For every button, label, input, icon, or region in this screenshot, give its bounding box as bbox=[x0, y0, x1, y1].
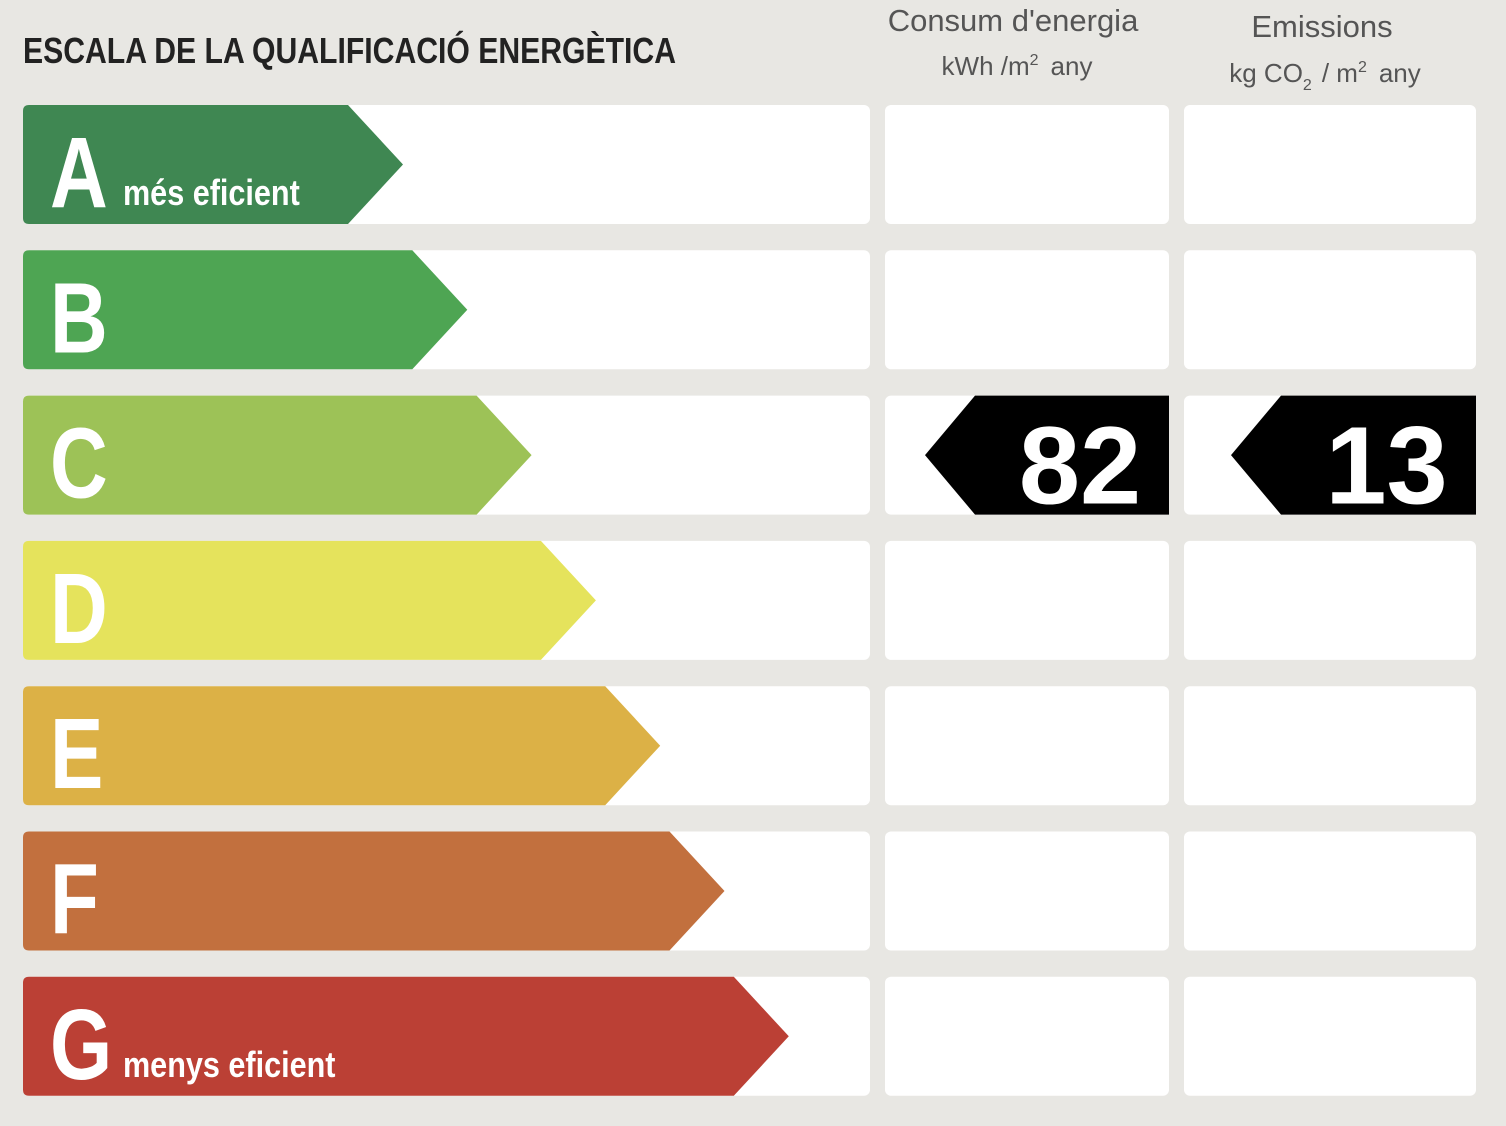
class-note: menys eficient bbox=[123, 1046, 335, 1086]
unit-sub: 2 bbox=[1303, 77, 1312, 94]
column-unit: kWh /m2 any bbox=[942, 51, 1093, 81]
unit-part: any bbox=[1379, 58, 1421, 88]
rating-arrow bbox=[1231, 395, 1476, 515]
value-cell bbox=[885, 686, 1169, 806]
value-cell bbox=[885, 831, 1169, 951]
rating-arrow bbox=[925, 395, 1169, 515]
class-arrow bbox=[23, 686, 661, 806]
class-arrow bbox=[23, 976, 789, 1096]
unit-part: kWh /m bbox=[942, 51, 1030, 81]
value-cell bbox=[885, 250, 1169, 370]
value-cell bbox=[885, 105, 1169, 224]
class-letter: C bbox=[50, 408, 108, 520]
value-cell bbox=[1184, 250, 1476, 370]
unit-sup: 2 bbox=[1030, 52, 1039, 69]
column-unit: kg CO2/ m2 any bbox=[1229, 58, 1421, 94]
class-arrow bbox=[23, 540, 596, 660]
column-title: Consum d'energia bbox=[888, 3, 1139, 38]
class-letter: A bbox=[50, 118, 108, 230]
value-cell bbox=[1184, 105, 1476, 224]
unit-part: / m bbox=[1322, 58, 1358, 88]
class-arrow bbox=[23, 395, 532, 515]
unit-part: any bbox=[1051, 51, 1093, 81]
class-arrow bbox=[23, 250, 468, 370]
title: ESCALA DE LA QUALIFICACIÓ ENERGÈTICA bbox=[23, 29, 676, 71]
class-arrow bbox=[23, 105, 403, 224]
class-arrow bbox=[23, 831, 725, 951]
class-letter: G bbox=[50, 989, 112, 1101]
rating-value: 82 bbox=[1019, 405, 1141, 528]
rating-value: 13 bbox=[1325, 405, 1447, 528]
column-title: Emissions bbox=[1251, 9, 1392, 44]
unit-sup: 2 bbox=[1358, 59, 1367, 76]
class-letter: B bbox=[50, 263, 108, 375]
value-cell bbox=[1184, 976, 1476, 1096]
value-cell bbox=[1184, 686, 1476, 806]
value-cell bbox=[1184, 831, 1476, 951]
unit-part: kg CO bbox=[1229, 58, 1303, 88]
value-cell bbox=[885, 540, 1169, 660]
class-letter: D bbox=[50, 553, 108, 665]
class-note: més eficient bbox=[123, 174, 300, 214]
class-letter: E bbox=[50, 699, 103, 811]
class-letter: F bbox=[50, 844, 99, 956]
value-cell bbox=[1184, 540, 1476, 660]
value-cell bbox=[885, 976, 1169, 1096]
